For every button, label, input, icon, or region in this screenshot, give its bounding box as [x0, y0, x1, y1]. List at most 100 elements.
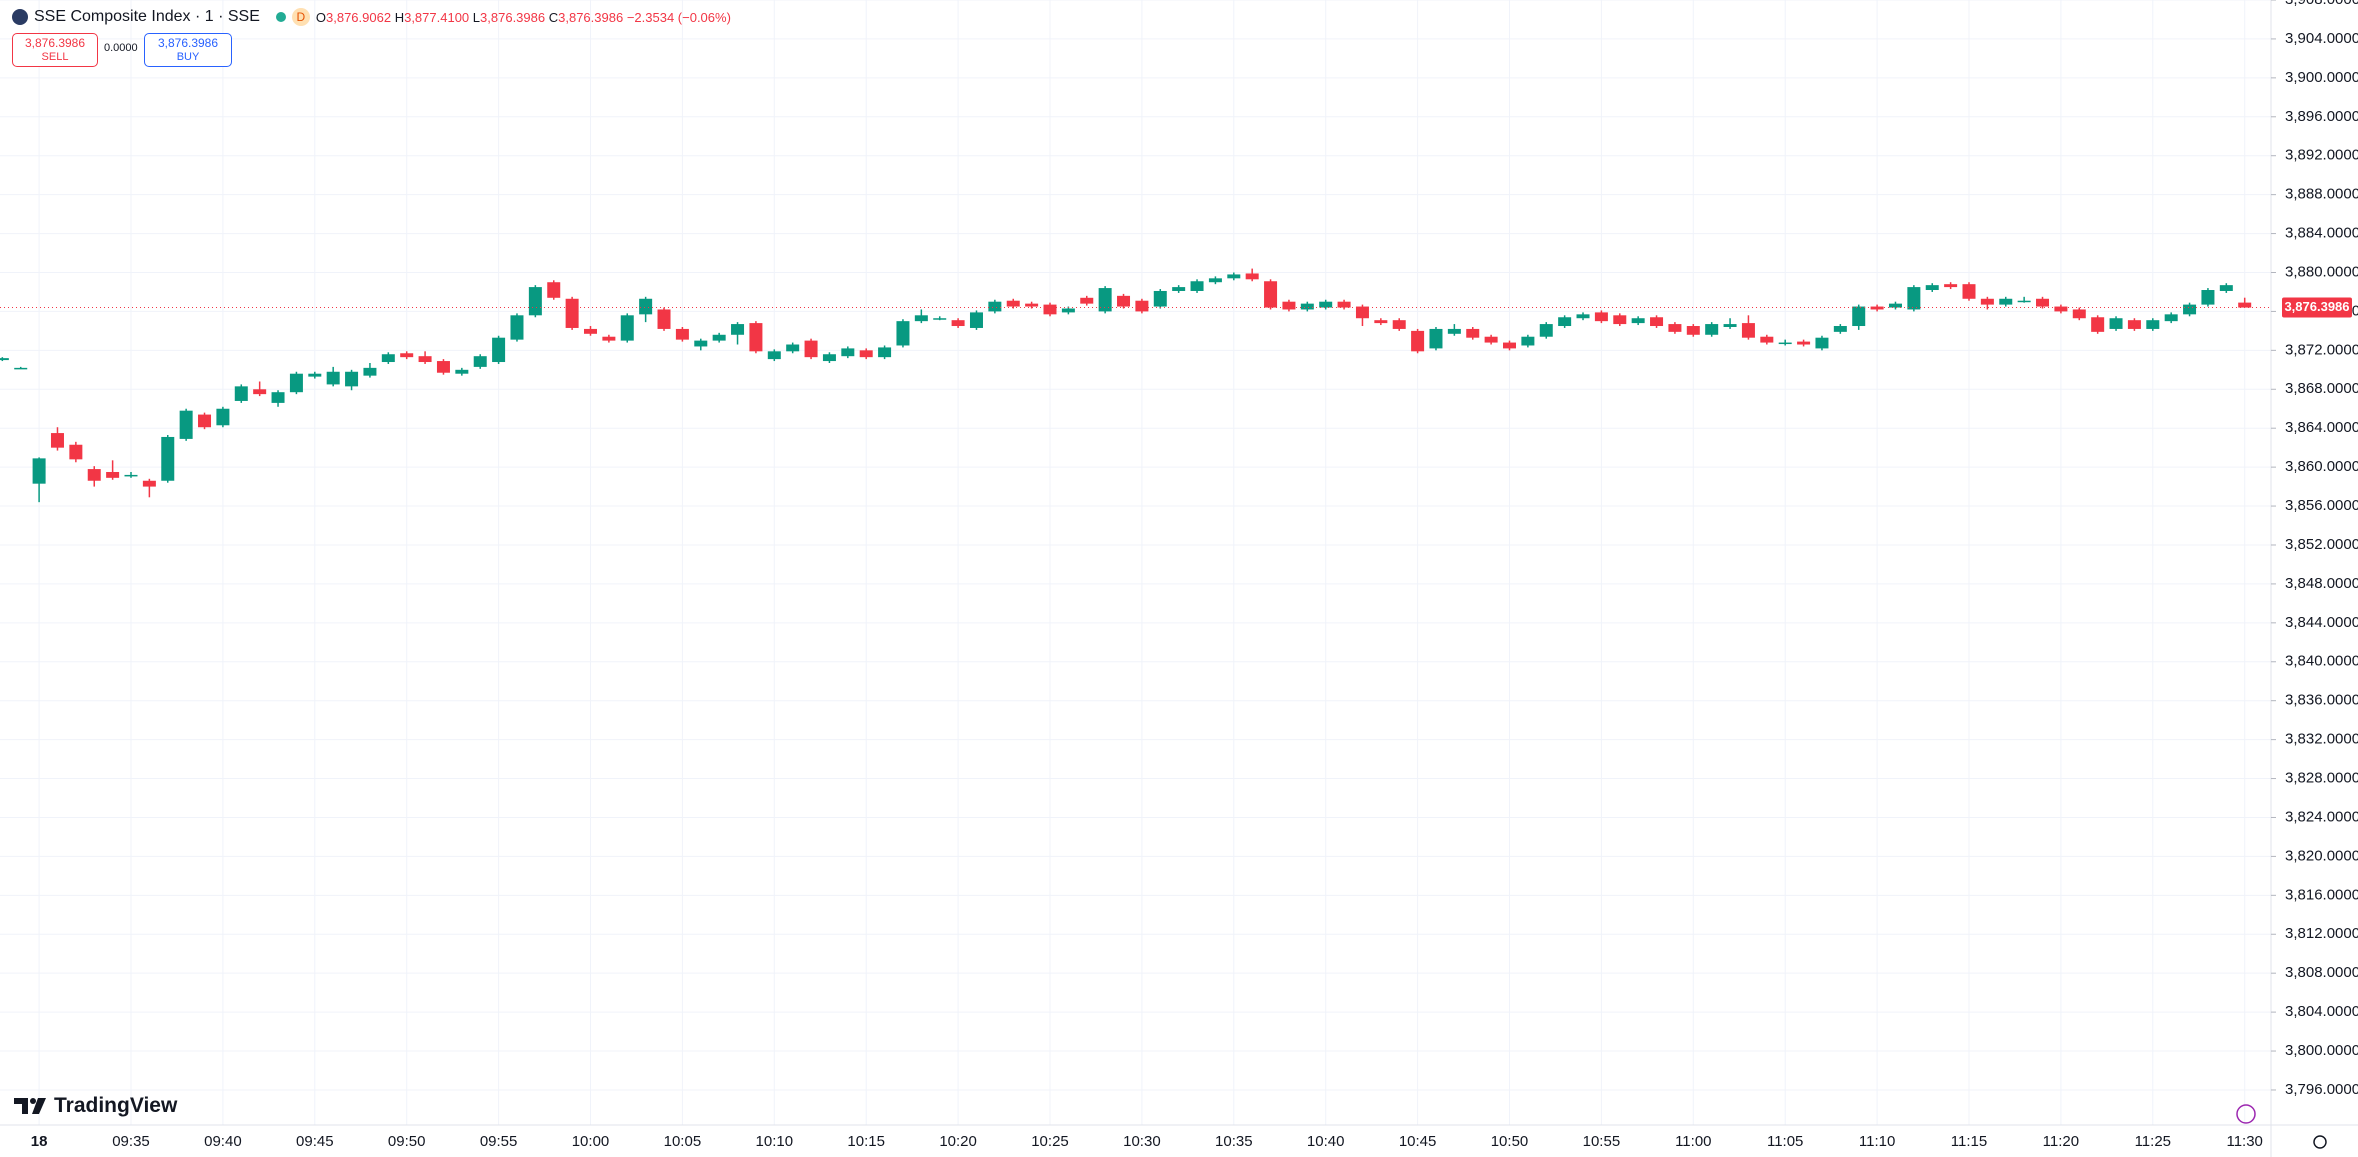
candle-body: [1852, 306, 1866, 327]
candle-body: [1153, 290, 1167, 307]
candle-body: [142, 480, 156, 487]
y-tick-label: 3,860.0000: [2285, 458, 2358, 475]
candle-body: [1741, 323, 1755, 338]
x-tick-label: 10:10: [756, 1133, 794, 1150]
candle-body: [1117, 295, 1131, 307]
candle-body: [1484, 336, 1498, 343]
candle-body: [969, 312, 983, 328]
buy-button[interactable]: 3,876.3986 BUY: [144, 33, 232, 67]
candle-body: [271, 392, 285, 403]
candle-body: [1760, 336, 1774, 343]
y-tick-label: 3,852.0000: [2285, 536, 2358, 553]
y-tick-label: 3,872.0000: [2285, 341, 2358, 358]
candle-body: [639, 298, 653, 315]
candle-body: [712, 334, 726, 341]
candle-body: [2146, 320, 2160, 329]
candle-body: [1503, 342, 1516, 349]
x-tick-label: 11:10: [1859, 1133, 1895, 1150]
candle-body: [565, 298, 579, 328]
y-tick-label: 3,880.0000: [2285, 263, 2358, 280]
buy-price: 3,876.3986: [157, 36, 219, 50]
candle-body: [308, 373, 322, 377]
candle-body: [528, 287, 542, 316]
candle-body: [1539, 324, 1553, 337]
candle-body: [1723, 324, 1737, 327]
y-tick-label: 3,908.0000: [2285, 0, 2358, 8]
candle-body: [1980, 298, 1994, 305]
x-tick-label: 10:30: [1123, 1133, 1161, 1150]
symbol-icon: [12, 9, 28, 25]
candle-body: [1558, 317, 1572, 327]
candle-body: [1264, 281, 1278, 308]
change-value: −2.3534 (−0.06%): [626, 9, 731, 25]
candle-body: [602, 336, 616, 341]
branding-text: TradingView: [54, 1094, 178, 1117]
price-label: 3,876.3986: [2284, 299, 2349, 314]
candle-body: [1319, 301, 1333, 308]
candle-body: [1815, 337, 1829, 349]
candle-body: [1227, 274, 1241, 279]
candle-body: [951, 320, 965, 327]
candle-body: [584, 328, 597, 334]
candle-body: [436, 361, 450, 373]
y-tick-label: 3,900.0000: [2285, 69, 2358, 86]
x-tick-label: 11:15: [1951, 1133, 1987, 1150]
candle-body: [289, 373, 303, 393]
lightning-button: [2236, 1104, 2256, 1124]
symbol[interactable]: SSE Composite Index · 1 · SSE: [34, 8, 260, 25]
candle-body: [510, 315, 524, 340]
candle-body: [69, 444, 83, 460]
candle-body: [2183, 304, 2197, 315]
candle-body: [2238, 302, 2252, 308]
candle-body: [1374, 320, 1388, 324]
candle-body: [1135, 300, 1149, 312]
candle-body: [124, 474, 138, 477]
candle-body: [767, 351, 781, 360]
candle-body: [106, 471, 120, 478]
candle-body: [1797, 341, 1811, 345]
candle-body: [988, 301, 1002, 312]
candle-body: [2054, 306, 2068, 312]
candle-body: [1080, 297, 1094, 304]
candle-body: [547, 282, 561, 298]
candle-body: [1006, 300, 1020, 307]
x-tick-label: 10:55: [1583, 1133, 1621, 1150]
candle-body: [161, 436, 175, 481]
sell-label: SELL: [41, 51, 69, 63]
candle-body: [1907, 287, 1921, 310]
candle-body: [1576, 314, 1590, 319]
y-tick-label: 3,892.0000: [2285, 147, 2358, 164]
candle-body: [1870, 306, 1884, 310]
candle-body: [216, 408, 230, 426]
candle-body: [1411, 330, 1425, 352]
candle-body: [198, 414, 212, 428]
legend-header: SSE Composite Index · 1 · SSE D O3,876.9…: [12, 6, 731, 28]
candle-body: [2017, 300, 2031, 303]
branding[interactable]: TradingView: [14, 1094, 177, 1118]
candle-body: [1429, 328, 1443, 349]
candle-body: [620, 315, 634, 341]
x-tick-label: 11:20: [2043, 1133, 2079, 1150]
logo-icon: [14, 1098, 46, 1114]
candle-body: [859, 350, 873, 358]
sell-price: 3,876.3986: [24, 36, 86, 50]
candle-body: [0, 358, 9, 361]
candle-body: [1613, 315, 1627, 325]
x-tick-label: 09:40: [204, 1133, 242, 1150]
y-tick-label: 3,804.0000: [2285, 1003, 2358, 1020]
price-label-bg: [2282, 297, 2352, 318]
candle-body: [694, 340, 708, 347]
sell-button[interactable]: 3,876.3986 SELL: [12, 33, 98, 67]
candle-body: [14, 367, 28, 370]
candle-body: [1043, 304, 1057, 315]
x-tick-label: 10:20: [939, 1133, 977, 1150]
x-tick-label: 10:45: [1399, 1133, 1437, 1150]
candle-body: [1392, 320, 1406, 329]
y-tick-label: 3,864.0000: [2285, 419, 2358, 436]
candle-body: [1778, 342, 1792, 345]
candle-body: [914, 315, 928, 322]
candle-body: [234, 386, 248, 401]
x-tick-label: 10:15: [847, 1133, 885, 1150]
